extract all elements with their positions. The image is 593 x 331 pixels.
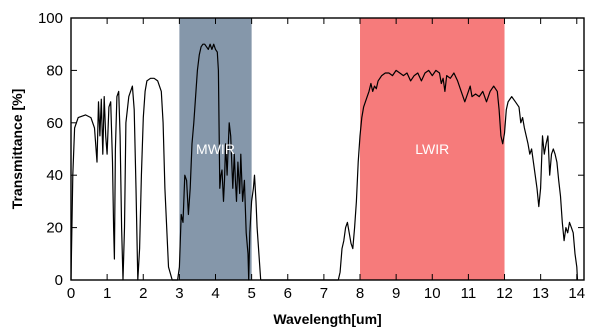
y-tick-label: 60 [46, 115, 63, 132]
series-layer [70, 43, 579, 281]
x-tick-label: 4 [211, 285, 219, 302]
x-tick-label: 7 [320, 285, 328, 302]
band-label-layer: MWIR LWIR [196, 141, 449, 157]
x-tick-label: 12 [496, 285, 513, 302]
x-tick-label: 3 [175, 285, 183, 302]
y-tick-label: 0 [55, 272, 63, 289]
y-tick-label: 40 [46, 167, 63, 184]
x-tick-label: 10 [424, 285, 441, 302]
x-tick-label: 11 [461, 285, 477, 302]
mwir-band-label: MWIR [196, 141, 235, 157]
y-tick-label: 100 [38, 10, 63, 27]
x-tick-label: 9 [392, 285, 400, 302]
x-axis-label: Wavelength[um] [273, 311, 381, 327]
x-tick-label: 2 [139, 285, 147, 302]
lwir-band-label: LWIR [415, 141, 449, 157]
band-layer [179, 18, 505, 280]
y-axis-label: Transmittance [%] [9, 89, 25, 210]
x-tick-label: 8 [356, 285, 364, 302]
x-tick-label: 6 [284, 285, 292, 302]
lwir-band [360, 18, 505, 280]
y-tick-label: 20 [46, 220, 63, 237]
plot-frame [70, 17, 585, 281]
x-tick-label: 13 [532, 285, 549, 302]
x-tick-label: 14 [568, 285, 585, 302]
x-tick-label: 1 [103, 285, 111, 302]
x-tick-label: 5 [247, 285, 255, 302]
y-tick-label: 80 [46, 62, 63, 79]
x-tick-label: 0 [67, 285, 75, 302]
transmittance-line [70, 43, 579, 281]
